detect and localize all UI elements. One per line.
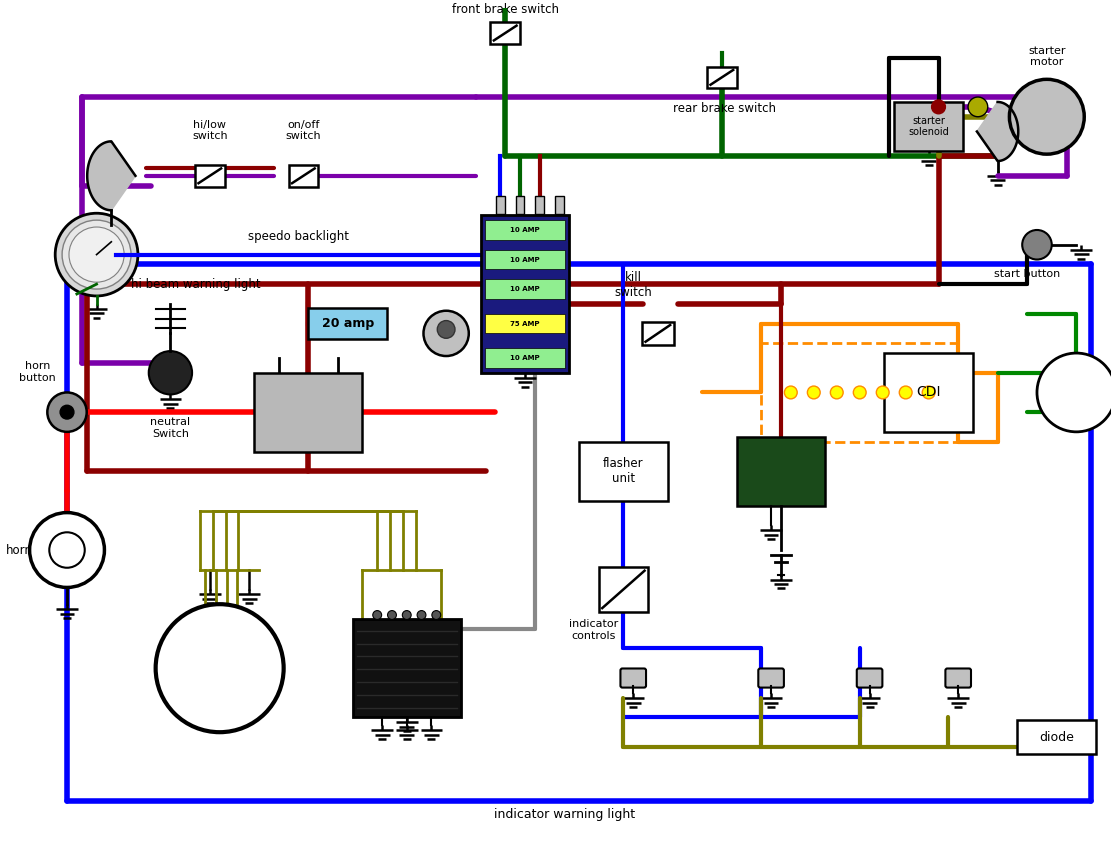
FancyBboxPatch shape bbox=[707, 66, 737, 88]
Text: pickup
coil: pickup coil bbox=[1059, 382, 1094, 403]
FancyBboxPatch shape bbox=[254, 373, 362, 451]
Circle shape bbox=[417, 610, 426, 620]
Text: hi beam warning light: hi beam warning light bbox=[132, 278, 261, 291]
Circle shape bbox=[437, 320, 455, 338]
Text: starter
motor: starter motor bbox=[1028, 46, 1066, 67]
Circle shape bbox=[831, 386, 843, 399]
Text: indicator warning light: indicator warning light bbox=[494, 808, 634, 821]
Text: 10 AMP: 10 AMP bbox=[510, 355, 540, 361]
Text: rear brake switch: rear brake switch bbox=[672, 102, 776, 115]
FancyBboxPatch shape bbox=[485, 220, 565, 240]
Text: start button: start button bbox=[993, 269, 1060, 280]
Text: +: + bbox=[336, 403, 350, 421]
Circle shape bbox=[62, 220, 132, 289]
Circle shape bbox=[900, 386, 912, 399]
FancyBboxPatch shape bbox=[289, 165, 318, 187]
Text: 20 amp: 20 amp bbox=[321, 317, 374, 330]
FancyBboxPatch shape bbox=[579, 442, 668, 501]
Circle shape bbox=[968, 97, 988, 116]
Circle shape bbox=[30, 513, 105, 587]
Text: on/off
switch: on/off switch bbox=[285, 120, 321, 141]
Text: neutral
Switch: neutral Switch bbox=[151, 417, 191, 439]
Circle shape bbox=[932, 100, 946, 114]
Circle shape bbox=[876, 386, 889, 399]
Circle shape bbox=[424, 311, 468, 356]
FancyBboxPatch shape bbox=[555, 196, 564, 214]
FancyBboxPatch shape bbox=[485, 250, 565, 269]
Circle shape bbox=[372, 610, 381, 620]
FancyBboxPatch shape bbox=[856, 668, 882, 688]
Text: kill
switch: kill switch bbox=[614, 271, 652, 299]
FancyBboxPatch shape bbox=[352, 619, 460, 717]
Circle shape bbox=[403, 610, 411, 620]
Circle shape bbox=[784, 386, 797, 399]
FancyBboxPatch shape bbox=[737, 437, 825, 506]
Circle shape bbox=[156, 604, 283, 732]
FancyBboxPatch shape bbox=[599, 567, 648, 611]
FancyBboxPatch shape bbox=[884, 353, 973, 432]
Circle shape bbox=[60, 405, 74, 419]
FancyBboxPatch shape bbox=[308, 308, 387, 339]
Text: diode: diode bbox=[1039, 731, 1074, 744]
Text: alternator: alternator bbox=[191, 661, 249, 675]
Text: -: - bbox=[270, 403, 278, 421]
Circle shape bbox=[56, 213, 138, 296]
FancyBboxPatch shape bbox=[620, 668, 646, 688]
Circle shape bbox=[47, 393, 87, 432]
Polygon shape bbox=[87, 141, 135, 210]
FancyBboxPatch shape bbox=[485, 348, 565, 368]
Circle shape bbox=[807, 386, 821, 399]
Text: starter
solenoid: starter solenoid bbox=[909, 116, 949, 138]
Text: speedo backlight: speedo backlight bbox=[248, 230, 349, 243]
FancyBboxPatch shape bbox=[485, 314, 565, 333]
Circle shape bbox=[69, 227, 124, 282]
FancyBboxPatch shape bbox=[894, 102, 963, 151]
Text: hi/low
switch: hi/low switch bbox=[192, 120, 227, 141]
FancyBboxPatch shape bbox=[195, 165, 224, 187]
FancyBboxPatch shape bbox=[642, 321, 673, 345]
Circle shape bbox=[922, 386, 935, 399]
FancyBboxPatch shape bbox=[481, 215, 570, 373]
Circle shape bbox=[1009, 79, 1084, 154]
FancyBboxPatch shape bbox=[946, 668, 971, 688]
FancyBboxPatch shape bbox=[485, 279, 565, 299]
Circle shape bbox=[148, 351, 192, 394]
Text: indicator
controls: indicator controls bbox=[570, 619, 619, 641]
Text: front brake switch: front brake switch bbox=[452, 3, 559, 16]
Circle shape bbox=[432, 610, 440, 620]
Circle shape bbox=[49, 532, 85, 568]
Text: horn: horn bbox=[6, 543, 32, 557]
Text: CDI: CDI bbox=[917, 385, 941, 400]
Text: 10 AMP: 10 AMP bbox=[510, 286, 540, 292]
FancyBboxPatch shape bbox=[535, 196, 544, 214]
Text: 10 AMP: 10 AMP bbox=[510, 257, 540, 263]
FancyBboxPatch shape bbox=[515, 196, 524, 214]
Text: flasher
unit: flasher unit bbox=[603, 457, 643, 485]
Text: 75 AMP: 75 AMP bbox=[511, 320, 540, 326]
Circle shape bbox=[1022, 230, 1051, 259]
Text: 10 AMP: 10 AMP bbox=[510, 227, 540, 233]
Circle shape bbox=[853, 386, 866, 399]
FancyBboxPatch shape bbox=[758, 668, 784, 688]
FancyBboxPatch shape bbox=[496, 196, 505, 214]
Circle shape bbox=[1037, 353, 1115, 432]
FancyBboxPatch shape bbox=[491, 22, 520, 44]
Text: horn
button: horn button bbox=[19, 361, 56, 382]
FancyBboxPatch shape bbox=[1017, 720, 1096, 754]
Polygon shape bbox=[977, 102, 1018, 161]
Circle shape bbox=[388, 610, 397, 620]
